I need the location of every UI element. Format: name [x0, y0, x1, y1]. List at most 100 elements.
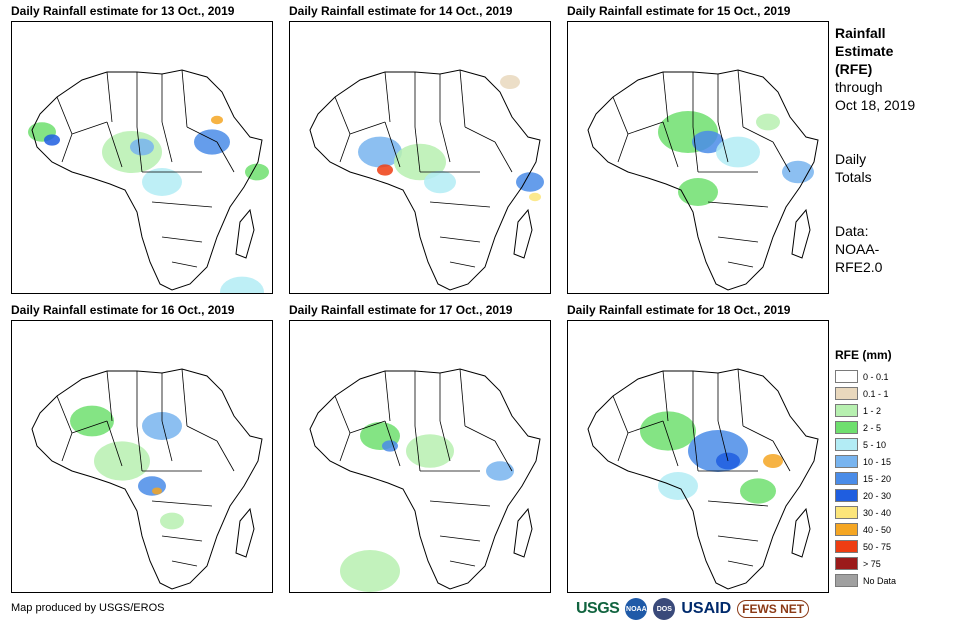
- rainfall-area: [340, 550, 400, 592]
- country-border: [707, 500, 769, 507]
- country-border: [161, 535, 203, 542]
- country-border: [772, 141, 791, 173]
- rainfall-area: [716, 136, 760, 168]
- country-border: [161, 121, 173, 163]
- rainfall-map: [11, 320, 273, 593]
- legend-item: No Data: [835, 572, 960, 589]
- country-border: [439, 420, 451, 462]
- country-border: [617, 133, 629, 163]
- legend-label: 40 - 50: [863, 524, 892, 535]
- madagascar-outline: [513, 208, 533, 259]
- info-data-label: Data:: [835, 223, 869, 239]
- country-border: [384, 121, 401, 168]
- map-info: Rainfall Estimate (RFE) through Oct 18, …: [835, 24, 960, 276]
- country-border: [414, 126, 421, 173]
- legend-label: 2 - 5: [863, 422, 882, 433]
- rainfall-area: [44, 134, 60, 146]
- rainfall-area: [160, 512, 184, 530]
- africa-map: [31, 368, 263, 590]
- country-border: [136, 425, 143, 472]
- country-border: [464, 425, 496, 442]
- rainfall-area: [500, 75, 520, 89]
- rainfall-area: [152, 487, 162, 495]
- country-border: [151, 500, 213, 507]
- legend-swatch: [835, 557, 858, 570]
- legend-item: 0 - 0.1: [835, 368, 960, 385]
- rainfall-map: [289, 21, 551, 294]
- africa-map: [309, 69, 544, 291]
- country-border: [627, 121, 664, 135]
- legend-swatch: [835, 404, 858, 417]
- rainfall-map: [567, 320, 829, 593]
- country-border: [494, 141, 513, 173]
- legend-label: 15 - 20: [863, 473, 892, 484]
- legend-title: RFE (mm): [835, 348, 892, 362]
- country-border: [151, 201, 213, 208]
- country-border: [449, 261, 476, 268]
- country-border: [339, 432, 351, 462]
- usaid-logo: USAID: [681, 600, 732, 617]
- rainfall-area: [245, 163, 269, 181]
- info-title-line: Rainfall: [835, 25, 886, 41]
- info-data-source: NOAA-: [835, 241, 880, 257]
- rainfall-area: [516, 172, 544, 192]
- country-border: [181, 368, 188, 427]
- rainfall-area: [406, 434, 454, 468]
- country-border: [61, 133, 73, 163]
- rainfall-area: [130, 138, 154, 156]
- country-border: [612, 96, 629, 135]
- country-border: [429, 500, 491, 507]
- legend-label: 50 - 75: [863, 541, 892, 552]
- rainfall-area: [640, 411, 696, 451]
- panel-title: Daily Rainfall estimate for 16 Oct., 201…: [11, 303, 235, 317]
- rainfall-area: [688, 430, 748, 472]
- legend-item: 20 - 30: [835, 487, 960, 504]
- country-border: [171, 261, 198, 268]
- info-title-line: Estimate: [835, 43, 894, 59]
- rainfall-area: [658, 472, 698, 500]
- country-border: [181, 69, 188, 128]
- country-border: [56, 96, 73, 135]
- rainfall-area: [94, 441, 150, 481]
- legend-item: 40 - 50: [835, 521, 960, 538]
- fews-net-logo: FEWS NET: [737, 600, 810, 618]
- legend-item: 1 - 2: [835, 402, 960, 419]
- country-border: [737, 69, 744, 128]
- country-border: [692, 425, 699, 472]
- country-border: [106, 71, 113, 123]
- legend-item: 50 - 75: [835, 538, 960, 555]
- country-border: [384, 71, 391, 123]
- rainfall-map: [11, 21, 273, 294]
- panel-title: Daily Rainfall estimate for 18 Oct., 201…: [567, 303, 791, 317]
- country-border: [171, 560, 198, 567]
- madagascar-outline: [791, 208, 811, 259]
- legend-label: 5 - 10: [863, 439, 887, 450]
- country-border: [136, 126, 143, 173]
- legend-label: 10 - 15: [863, 456, 892, 467]
- legend-item: 30 - 40: [835, 504, 960, 521]
- rainfall-area: [782, 160, 814, 184]
- logo-bar: USGS NOAA DOS USAID FEWS NET: [576, 596, 826, 622]
- country-border: [662, 370, 669, 422]
- panel-title: Daily Rainfall estimate for 14 Oct., 201…: [289, 4, 513, 18]
- country-border: [662, 71, 669, 123]
- legend-swatch: [835, 421, 858, 434]
- legend-label: 0.1 - 1: [863, 388, 889, 399]
- country-border: [737, 368, 744, 427]
- africa-map: [587, 69, 819, 291]
- country-border: [717, 236, 759, 243]
- country-border: [494, 440, 513, 472]
- country-border: [384, 370, 391, 422]
- rainfall-map: [567, 21, 829, 294]
- country-border: [161, 420, 173, 462]
- legend-item: 0.1 - 1: [835, 385, 960, 402]
- rainfall-area: [740, 478, 776, 504]
- country-border: [459, 368, 466, 427]
- africa-map: [28, 69, 269, 293]
- country-border: [106, 370, 113, 422]
- country-border: [216, 141, 235, 173]
- country-border: [627, 420, 664, 434]
- rainfall-area: [220, 276, 264, 293]
- country-border: [742, 425, 774, 442]
- legend-item: 10 - 15: [835, 453, 960, 470]
